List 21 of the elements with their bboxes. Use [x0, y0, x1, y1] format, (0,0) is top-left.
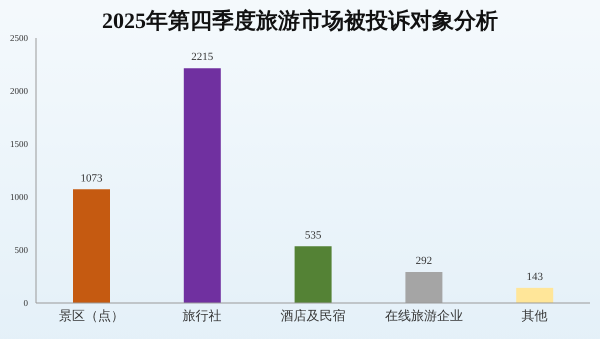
- data-label: 535: [304, 229, 322, 242]
- y-tick-label: 2000: [10, 86, 28, 96]
- x-tick-label: 在线旅游企业: [384, 308, 463, 324]
- y-tick-label: 1000: [10, 192, 28, 202]
- y-tick-label: 1500: [10, 139, 28, 150]
- x-tick-label: 旅行社: [182, 308, 222, 324]
- bar: [516, 288, 554, 303]
- y-tick-label: 500: [14, 245, 28, 256]
- data-label: 143: [526, 270, 544, 283]
- data-label: 292: [416, 255, 432, 268]
- x-tick-label: 酒店及民宿: [280, 308, 346, 324]
- data-label: 2215: [191, 51, 214, 64]
- bar: [73, 189, 110, 303]
- y-tick-label: 0: [24, 298, 28, 308]
- x-tick-label: 景区（点）: [58, 308, 124, 324]
- bar: [294, 246, 332, 303]
- y-tick-label: 2500: [10, 33, 28, 44]
- chart-title: 2025年第四季度旅游市场被投诉对象分析: [102, 8, 498, 33]
- data-label: 1073: [80, 172, 103, 184]
- x-tick-label: 其他: [522, 308, 548, 324]
- bar: [184, 68, 221, 303]
